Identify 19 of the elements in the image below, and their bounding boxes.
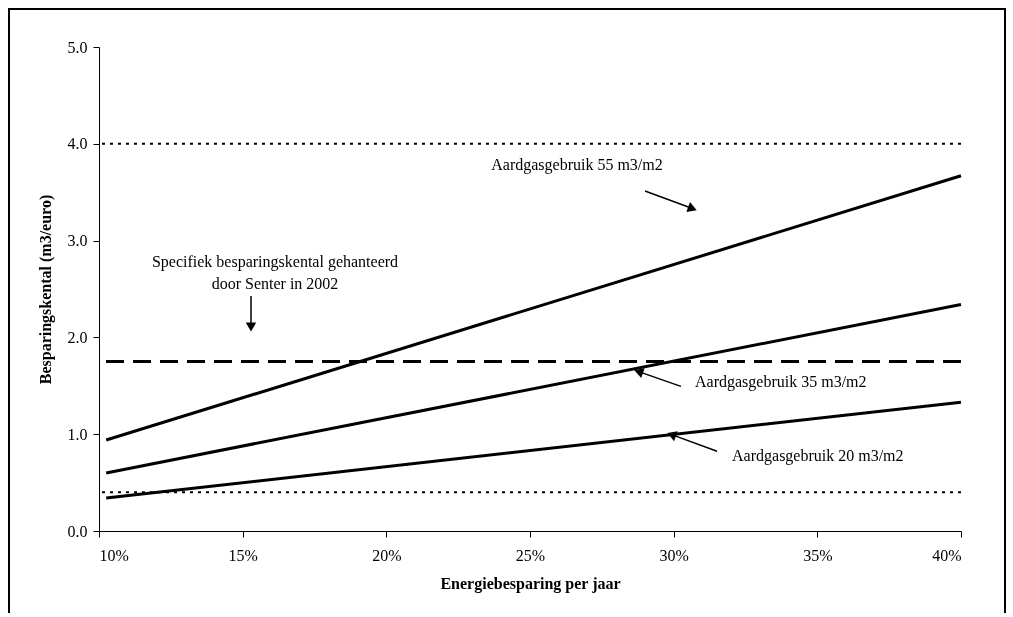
y-tick-label: 2.0 [67, 328, 88, 346]
y-tick-label: 5.0 [67, 38, 88, 56]
y-tick-label: 4.0 [67, 135, 88, 153]
annotation: Aardgasgebruik 35 m3/m2 [695, 373, 867, 392]
annotation: Specifiek besparingskental gehanteerd door Senter in 2002 [151, 253, 399, 292]
x-tick-label: 10% [99, 546, 129, 564]
x-tick-label: 30% [659, 546, 689, 564]
y-tick-label: 1.0 [67, 425, 88, 443]
x-tick-label: 35% [803, 546, 833, 564]
x-tick-label: 40% [932, 546, 962, 564]
x-tick-label: 20% [372, 546, 402, 564]
y-tick-label: 3.0 [67, 232, 88, 250]
x-tick-label: 25% [515, 546, 546, 564]
x-tick-label: 15% [228, 546, 258, 564]
annotation: Aardgasgebruik 55 m3/m2 [491, 156, 663, 174]
y-axis-title: Besparingskental (m3/euro) [36, 194, 55, 385]
y-tick-label: 0.0 [67, 522, 88, 540]
x-axis-title: Energiebesparing per jaar [440, 574, 621, 593]
annotation: Aardgasgebruik 20 m3/m2 [732, 447, 904, 466]
